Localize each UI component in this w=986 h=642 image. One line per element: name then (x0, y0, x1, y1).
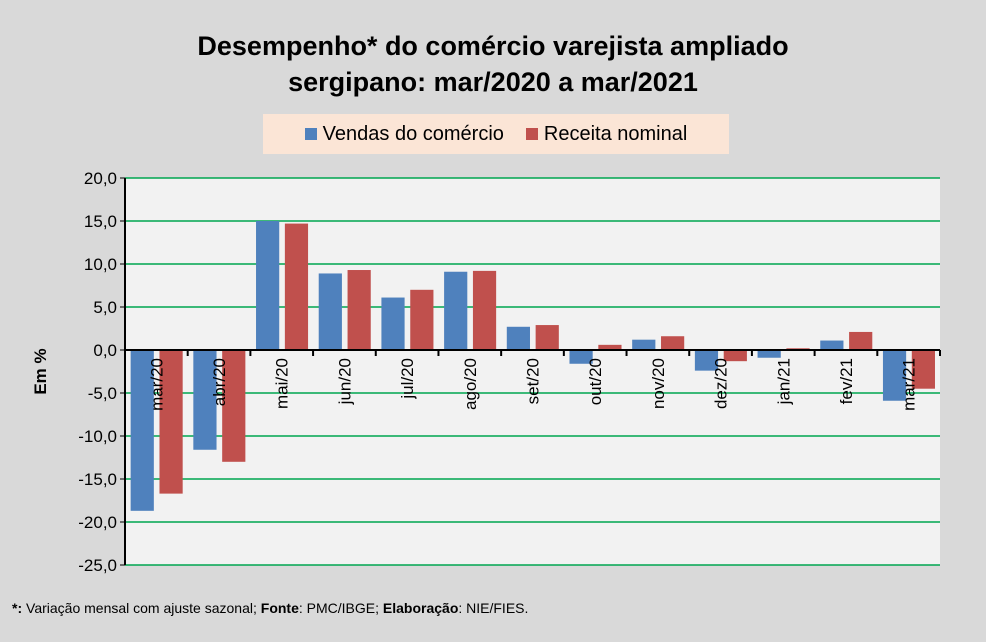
x-tick-label: set/20 (524, 358, 543, 404)
footnote-text: Variação mensal com ajuste sazonal; (22, 600, 261, 616)
x-tick-label: abr/20 (210, 358, 229, 406)
bar-receita (911, 350, 935, 389)
footnote-text: : NIE/FIES. (458, 600, 529, 616)
x-tick-label: nov/20 (649, 358, 668, 409)
bar-vendas (193, 350, 217, 450)
x-tick-label: out/20 (586, 358, 605, 405)
bar-receita (159, 350, 183, 494)
bar-receita (849, 331, 873, 350)
bar-vendas (381, 297, 405, 350)
footnote: *: Variação mensal com ajuste sazonal; F… (12, 600, 528, 616)
bar-vendas (506, 326, 530, 350)
y-tick-label: -25,0 (78, 556, 117, 575)
legend-item-vendas: Vendas do comércio (304, 122, 504, 146)
bar-receita (347, 270, 371, 350)
x-tick-label: ago/20 (461, 358, 480, 410)
title-line-2: sergipano: mar/2020 a mar/2021 (288, 67, 698, 97)
bar-receita (472, 270, 497, 350)
bar-receita (222, 350, 246, 462)
bar-vendas (632, 339, 656, 350)
y-tick-label: -5,0 (88, 384, 117, 403)
legend: Vendas do comércio Receita nominal (263, 114, 729, 154)
bar-vendas (256, 221, 280, 350)
bar-receita (598, 344, 622, 350)
x-tick-label: dez/20 (712, 358, 731, 409)
y-tick-label: -10,0 (78, 427, 117, 446)
x-tick-label: mar/20 (147, 358, 166, 411)
legend-label: Receita nominal (543, 122, 688, 145)
legend-swatch (304, 128, 317, 140)
footnote-fonte: Fonte (260, 600, 299, 616)
bar-receita (410, 289, 434, 350)
bar-receita (535, 325, 559, 350)
bar-vendas (318, 273, 342, 350)
x-tick-label: mai/20 (273, 358, 292, 409)
bar-vendas (569, 350, 593, 364)
x-tick-label: mar/21 (900, 358, 919, 411)
x-tick-label: fev/21 (837, 358, 856, 404)
title-line-1: Desempenho* do comércio varejista amplia… (197, 31, 789, 61)
legend-item-receita: Receita nominal (525, 122, 688, 146)
y-tick-label: -20,0 (78, 513, 117, 532)
chart-title: Desempenho* do comércio varejista amplia… (0, 28, 986, 100)
legend-swatch (525, 128, 538, 140)
bar-receita (661, 336, 685, 350)
bar-vendas (130, 350, 154, 511)
footnote-star: *: (12, 600, 23, 616)
bar-vendas (444, 271, 468, 350)
bar-vendas (820, 340, 844, 350)
x-tick-label: jul/20 (398, 358, 417, 400)
x-tick-label: jan/21 (774, 358, 793, 405)
footnote-elab: Elaboração (382, 600, 459, 616)
bar-vendas (694, 350, 719, 371)
y-tick-label: 10,0 (84, 255, 117, 274)
bar-vendas (757, 350, 781, 358)
y-axis-label: Em % (31, 348, 50, 394)
footnote-text: : PMC/IBGE; (298, 600, 383, 616)
legend-label: Vendas do comércio (322, 122, 504, 145)
y-tick-label: 5,0 (93, 298, 117, 317)
bar-receita (284, 223, 309, 350)
y-tick-label: 20,0 (84, 169, 117, 188)
y-tick-label: 0,0 (93, 341, 117, 360)
y-tick-label: -15,0 (78, 470, 117, 489)
y-tick-label: 15,0 (84, 212, 117, 231)
x-tick-label: jun/20 (335, 358, 354, 405)
bar-vendas (882, 350, 907, 401)
bar-receita (723, 350, 747, 362)
